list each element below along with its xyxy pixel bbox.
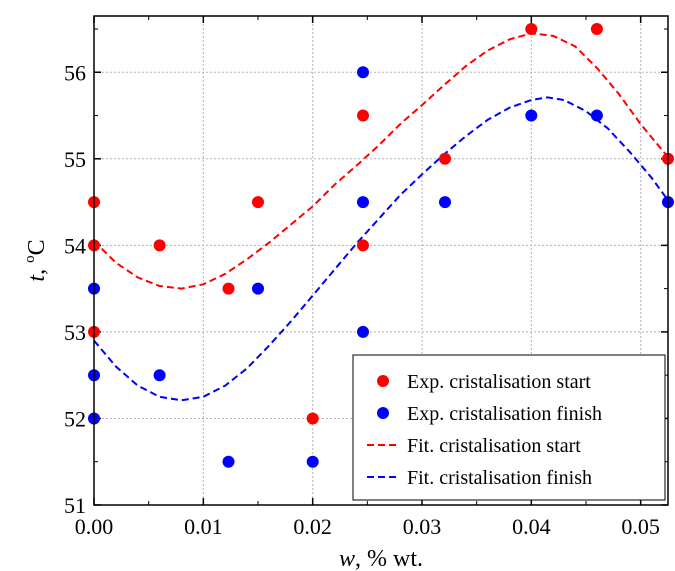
data-point-series-1: [153, 369, 166, 382]
x-tick-label: 0.03: [403, 514, 442, 539]
data-point-series-1: [252, 282, 264, 295]
legend-label: Fit. cristalisation finish: [407, 467, 592, 489]
x-axis-variable: w: [339, 546, 355, 571]
legend: Exp. cristalisation start Exp. cristalisa…: [352, 354, 666, 501]
data-point-series-0: [306, 412, 319, 425]
data-point-series-0: [357, 239, 369, 252]
data-point-series-1: [357, 196, 369, 209]
data-point-series-1: [590, 109, 603, 122]
y-tick-label: 53: [64, 320, 86, 345]
data-point-series-1: [222, 455, 235, 468]
data-point-series-1: [357, 325, 369, 338]
x-axis-unit: , % wt.: [355, 546, 423, 571]
legend-box: [352, 354, 666, 501]
data-point-series-0: [590, 23, 603, 35]
data-point-series-1: [357, 66, 369, 79]
x-tick-label: 0.05: [621, 514, 660, 539]
data-points: [88, 23, 674, 468]
x-tick-label: 0.00: [75, 514, 114, 539]
x-tick-label: 0.01: [184, 514, 223, 539]
plot-frame: [93, 15, 669, 506]
data-point-series-0: [357, 109, 369, 122]
legend-label: Fit. cristalisation start: [407, 435, 581, 457]
y-axis-title: t, oC: [22, 239, 50, 281]
legend-point-swatch: [377, 375, 389, 387]
data-point-series-1: [525, 109, 538, 122]
y-axis-degree: o: [22, 255, 38, 263]
y-tick-label: 56: [64, 60, 86, 85]
data-point-series-1: [306, 455, 319, 468]
data-point-series-0: [439, 152, 451, 165]
y-tick-label: 52: [64, 406, 86, 431]
legend-point-swatch: [377, 407, 389, 419]
data-point-series-1: [439, 196, 451, 209]
legend-label: Exp. cristalisation start: [407, 371, 591, 393]
fit-line-series-2: [93, 32, 669, 290]
data-point-series-0: [525, 23, 538, 35]
y-tick-label: 55: [64, 147, 86, 172]
y-tick-label: 54: [64, 233, 86, 258]
fit-lines: [93, 32, 669, 402]
x-axis-title: w, % wt.: [339, 546, 423, 571]
data-point-series-0: [252, 196, 264, 209]
fit-line-series-3: [93, 96, 669, 402]
y-tick-label: 51: [64, 493, 86, 518]
y-axis-separator: ,: [24, 263, 50, 275]
grid: [94, 16, 668, 505]
legend-label: Exp. cristalisation finish: [407, 403, 602, 425]
tick-labels: 0.00 0.01 0.02 0.03 0.04 0.05 51 52 53 54 55 56: [64, 60, 660, 539]
x-tick-label: 0.02: [293, 514, 332, 539]
data-point-series-0: [153, 239, 166, 252]
data-point-series-0: [222, 282, 235, 295]
y-axis-unit: C: [24, 239, 50, 255]
y-axis-variable: t: [24, 274, 50, 282]
x-tick-label: 0.04: [512, 514, 551, 539]
